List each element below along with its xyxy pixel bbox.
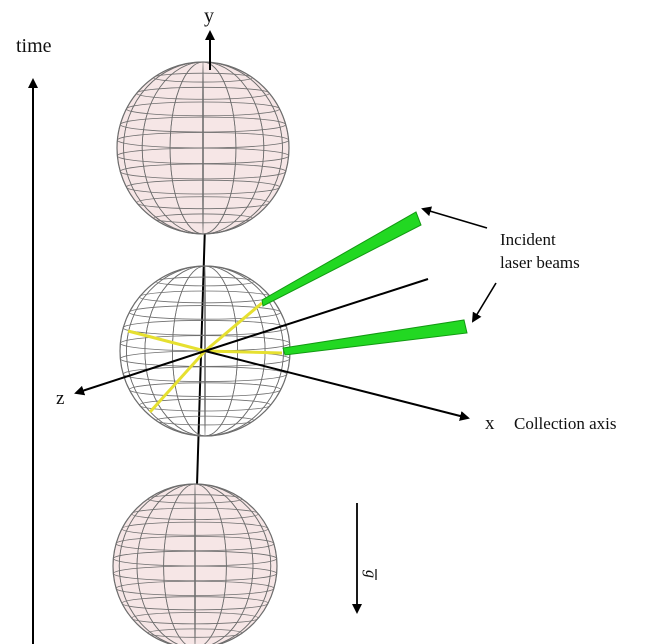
laser-beam-lower (282, 319, 468, 356)
droplet-sphere-top (116, 61, 290, 235)
sphere-longitude-line (123, 61, 283, 235)
z-axis (74, 350, 206, 396)
x-label: x (485, 413, 495, 434)
time-label: time (16, 35, 52, 57)
scatter-paths (127, 301, 283, 414)
sphere-longitude-line (118, 483, 272, 644)
callout-arrow-lower (471, 282, 497, 323)
laser-beam-upper (261, 211, 422, 307)
callout-arrow-upper (421, 206, 488, 229)
droplet-sphere-bottom (112, 483, 278, 644)
x-axis (204, 350, 470, 421)
gravity-label: g (362, 570, 379, 578)
y-label: y (204, 5, 214, 27)
incident-label-line1: Incident (500, 230, 556, 249)
z-label: z (56, 388, 64, 409)
secondary-axis (204, 278, 429, 352)
collection-axis-label: Collection axis (514, 414, 616, 433)
incident-label-line2: laser beams (500, 253, 580, 272)
